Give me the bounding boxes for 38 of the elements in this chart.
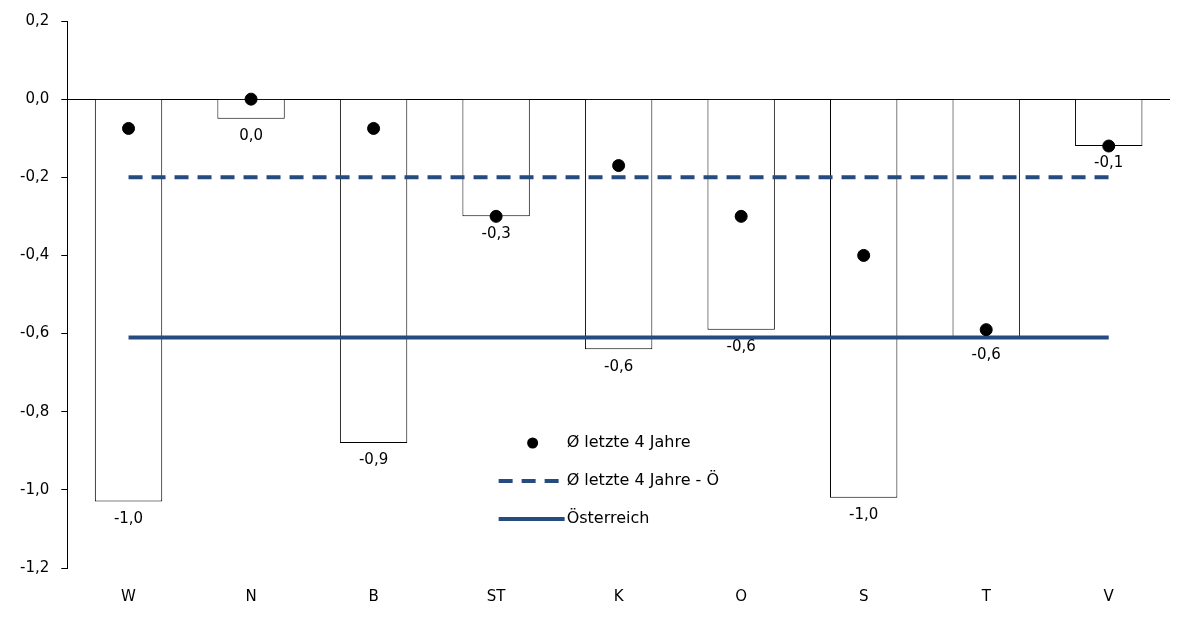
x-tick-label: N	[245, 586, 257, 605]
x-tick-label: O	[735, 586, 748, 605]
y-tick-label: -0,8	[19, 401, 50, 420]
point	[612, 159, 626, 173]
y-tick-label: -1,2	[19, 557, 50, 576]
y-tick-label: 0,2	[25, 10, 50, 29]
x-tick-label: K	[613, 586, 625, 605]
y-tick-label: 0,0	[25, 89, 50, 108]
point	[1102, 139, 1116, 153]
legend-label: Österreich	[566, 508, 650, 528]
point	[122, 121, 136, 135]
y-tick-label: -0,4	[19, 245, 50, 264]
data-label: -0,1	[1094, 153, 1124, 172]
data-label: -0,9	[358, 450, 389, 469]
point	[979, 323, 993, 337]
data-label: -1,0	[849, 505, 879, 524]
data-label: -0,3	[481, 223, 511, 242]
data-label: -0,6	[971, 344, 1001, 363]
legend-label: Ø letzte 4 Jahre - Ö	[566, 470, 720, 490]
point	[367, 121, 381, 135]
y-tick-label: -0,2	[19, 167, 50, 186]
data-label: -1,0	[113, 508, 144, 527]
y-tick-label: -1,0	[19, 479, 50, 498]
point	[857, 248, 871, 262]
legend-label: Ø letzte 4 Jahre	[566, 432, 691, 452]
x-tick-label: V	[1103, 586, 1115, 605]
y-tick-label: -0,6	[19, 323, 50, 342]
data-label: -0,6	[603, 356, 634, 375]
x-tick-label: S	[858, 586, 869, 605]
x-tick-label: B	[368, 586, 379, 605]
point	[244, 92, 258, 106]
x-tick-label: T	[980, 586, 992, 605]
x-tick-label: ST	[486, 586, 507, 605]
point	[734, 209, 748, 223]
point	[489, 209, 503, 223]
x-tick-label: W	[121, 586, 137, 605]
data-label: -0,6	[726, 337, 756, 356]
data-label: 0,0	[239, 126, 263, 145]
